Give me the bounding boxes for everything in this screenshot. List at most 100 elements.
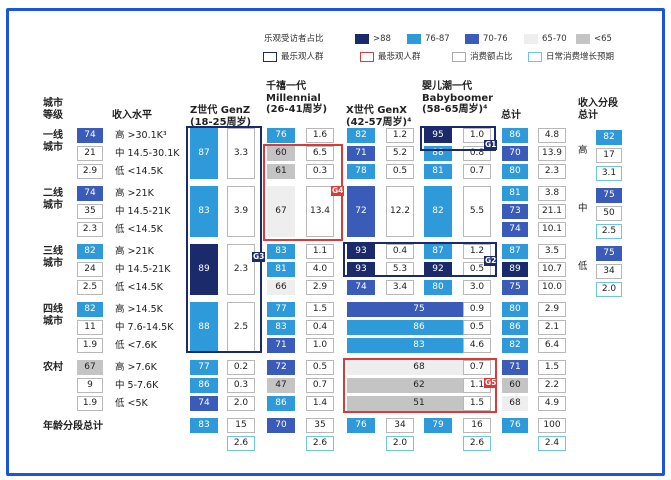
gen-0-tier-4-row-1-spend: 0.3 xyxy=(227,378,255,393)
legend-swatch-0 xyxy=(355,34,369,44)
income-label-1-0: 高 >21K xyxy=(115,188,154,199)
gen-1-tier-3-row-0-opt: 77 xyxy=(267,302,295,317)
share-cell-3-1: 11 xyxy=(77,320,103,335)
overall-total-spend: 100 xyxy=(538,418,566,433)
gen-3-tier-0-row-1-opt: 88 xyxy=(424,146,452,161)
gen-1-tier-0-row-1-spend: 6.5 xyxy=(306,146,334,161)
share-cell-3-0: 82 xyxy=(77,302,103,317)
legend-swatch-2 xyxy=(465,34,479,44)
gen-3-tier-0-row-0-spend: 1.0 xyxy=(463,128,491,143)
gen-0-tier-0-opt: 87 xyxy=(190,128,218,179)
header-generation-2: X世代 GenX (42-57周岁)⁴ xyxy=(346,105,412,128)
tier-total-0-2-opt: 80 xyxy=(502,164,528,179)
legend-box-label-0: 最乐观人群 xyxy=(281,52,324,62)
tier-total-4-0-spend: 1.5 xyxy=(538,360,566,375)
legend-box-label-3: 日常消费增长预期 xyxy=(546,52,615,62)
income-label-3-1: 中 7.6-14.5K xyxy=(115,322,174,333)
gen-2-total-opt: 76 xyxy=(347,418,375,433)
legend-box-1 xyxy=(360,52,374,62)
tier-total-3-2-spend: 6.4 xyxy=(538,338,566,353)
header-generation-3: 婴儿潮一代 Babyboomer (58-65周岁)⁴ xyxy=(422,81,494,115)
gen-3-tier-2-row-2-opt: 80 xyxy=(424,280,452,295)
header-generation-0: Z世代 GenZ (18-25周岁) xyxy=(190,105,252,128)
income-total-2-growth: 2.0 xyxy=(596,282,622,297)
share-cell-2-2: 2.5 xyxy=(77,280,103,295)
gen-1-tier-3-row-2-spend: 1.0 xyxy=(306,338,334,353)
header-income: 收入水平 xyxy=(112,110,152,121)
gen-2-total-spend: 34 xyxy=(386,418,414,433)
gen-1-tier-0-row-1-opt: 60 xyxy=(267,146,295,161)
group-tag-g1: G1 xyxy=(484,140,498,150)
legend-box-0 xyxy=(263,52,277,62)
income-label-4-0: 高 >7.6K xyxy=(115,362,157,373)
legend-bin-1: 76-87 xyxy=(425,34,450,44)
gen-1-tier-4-row-0-opt: 72 xyxy=(267,360,295,375)
tier-label-1: 二线 城市 xyxy=(43,188,63,211)
gen-0-tier-3-opt: 88 xyxy=(190,302,218,353)
tier-total-2-1-spend: 10.7 xyxy=(538,262,566,277)
income-total-0-opt: 82 xyxy=(596,130,622,145)
share-cell-0-0: 74 xyxy=(77,128,103,143)
gen-2-tier-0-row-2-spend: 0.5 xyxy=(386,164,414,179)
tier-total-2-1-opt: 89 xyxy=(502,262,528,277)
tier-total-3-0-opt: 80 xyxy=(502,302,528,317)
group-tag-g3: G3 xyxy=(252,252,266,262)
tier-total-2-0-spend: 3.5 xyxy=(538,244,566,259)
legend-swatch-3 xyxy=(524,34,538,44)
gen-1-total-growth: 2.6 xyxy=(306,436,334,451)
tier-label-0: 一线 城市 xyxy=(43,130,63,153)
gen-1-tier-3-row-2-opt: 71 xyxy=(267,338,295,353)
income-label-1-1: 中 14.5-21K xyxy=(115,206,171,217)
income-total-label-0: 高 xyxy=(578,145,588,156)
tier-total-4-2-opt: 68 xyxy=(502,396,528,411)
tier-total-1-2-spend: 10.1 xyxy=(538,222,566,237)
gen-1-tier-0-row-2-spend: 0.3 xyxy=(306,164,334,179)
tier-total-0-1-spend: 13.9 xyxy=(538,146,566,161)
gen-3-tier-0-row-0-opt: 95 xyxy=(424,128,452,143)
share-cell-1-1: 35 xyxy=(77,204,103,219)
gen-2-tier-2-row-0-spend: 0.4 xyxy=(386,244,414,259)
share-cell-1-0: 74 xyxy=(77,186,103,201)
tier-label-2: 三线 城市 xyxy=(43,246,63,269)
share-cell-0-1: 21 xyxy=(77,146,103,161)
legend-bin-2: 70-76 xyxy=(483,34,508,44)
tier-total-0-1-opt: 70 xyxy=(502,146,528,161)
income-total-2-spend: 34 xyxy=(596,264,622,279)
gen-2-tier-3-row-1-opt: 86 xyxy=(347,320,491,335)
gen-1-tier-2-row-1-spend: 4.0 xyxy=(306,262,334,277)
tier-total-0-2-spend: 2.3 xyxy=(538,164,566,179)
gen-0-total-opt: 83 xyxy=(190,418,218,433)
tier-total-4-1-spend: 2.2 xyxy=(538,378,566,393)
gen-2-tier-2-row-2-spend: 3.4 xyxy=(386,280,414,295)
gen-0-tier-2-spend: 2.3 xyxy=(227,244,255,295)
share-cell-0-2: 2.9 xyxy=(77,164,103,179)
gen-3-tier-3-row-2-spend: 4.6 xyxy=(463,338,491,353)
gen-1-tier-2-row-2-spend: 2.9 xyxy=(306,280,334,295)
gen-1-tier-2-row-0-opt: 83 xyxy=(267,244,295,259)
gen-2-tier-3-row-2-opt: 83 xyxy=(347,338,491,353)
gen-1-tier-1-spend: 13.4 xyxy=(306,186,334,237)
gen-3-tier-2-row-0-spend: 1.2 xyxy=(463,244,491,259)
legend-swatch-1 xyxy=(407,34,421,44)
gen-3-tier-1-spend: 5.5 xyxy=(463,186,491,237)
share-cell-3-2: 1.9 xyxy=(77,338,103,353)
gen-0-tier-4-row-0-opt: 77 xyxy=(190,360,218,375)
gen-2-tier-4-row-1-opt: 62 xyxy=(347,378,491,393)
gen-2-tier-1-spend: 12.2 xyxy=(386,186,414,237)
tier-total-3-1-spend: 2.1 xyxy=(538,320,566,335)
gen-2-tier-4-row-0-opt: 68 xyxy=(347,360,491,375)
tier-label-4: 农村 xyxy=(43,362,63,373)
gen-0-total-growth: 2.6 xyxy=(227,436,255,451)
gen-3-tier-4-row-0-spend: 0.7 xyxy=(463,360,491,375)
gen-1-tier-2-row-2-opt: 66 xyxy=(267,280,295,295)
tier-total-3-1-opt: 86 xyxy=(502,320,528,335)
tier-total-2-2-opt: 75 xyxy=(502,280,528,295)
gen-2-tier-1-opt: 72 xyxy=(347,186,375,237)
gen-3-tier-2-row-1-opt: 92 xyxy=(424,262,452,277)
share-cell-2-0: 82 xyxy=(77,244,103,259)
legend-bin-0: >88 xyxy=(373,34,391,44)
tier-total-1-2-opt: 74 xyxy=(502,222,528,237)
gen-1-tier-4-row-1-opt: 47 xyxy=(267,378,295,393)
gen-1-total-opt: 70 xyxy=(267,418,295,433)
